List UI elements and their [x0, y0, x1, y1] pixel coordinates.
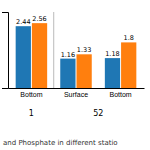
tick: Bottom [109, 88, 131, 98]
station-label: 1 [29, 109, 34, 118]
y-axis [2, 13, 9, 89]
data-label: 1.8 [124, 34, 134, 42]
data-label: 1.33 [77, 46, 91, 54]
bar [121, 42, 136, 88]
tick: Bottom [20, 88, 42, 98]
station-label: 52 [93, 109, 103, 118]
data-label: 2.56 [32, 15, 46, 23]
chart-container: 2.441.161.182.561.331.8BottomSurfaceBott… [0, 0, 150, 150]
chart: 2.441.161.182.561.331.8BottomSurfaceBott… [0, 0, 150, 150]
plot: 2.441.161.182.561.331.8BottomSurfaceBott… [2, 12, 145, 118]
x-axis: Bottom Surface Bottom [9, 88, 145, 98]
tick-label: Surface [64, 91, 88, 98]
subtitle: and Phosphate in different statio [3, 139, 118, 147]
tick-label: Bottom [20, 91, 42, 98]
bar [60, 59, 75, 88]
axis-line [2, 13, 9, 89]
bar [32, 23, 47, 88]
bars [16, 23, 137, 88]
data-label: 2.44 [16, 18, 30, 26]
data-label: 1.16 [61, 51, 75, 59]
data-labels: 2.44 1.16 1.18 2.56 1.33 1.8 [16, 15, 134, 58]
data-label: 1.18 [105, 50, 119, 58]
bar [16, 26, 31, 88]
tick-label: Bottom [109, 91, 131, 98]
bar [76, 54, 91, 88]
station-labels: 1 52 [29, 109, 104, 118]
axis-line [9, 88, 145, 89]
bar [105, 58, 120, 88]
tick: Surface [64, 88, 88, 98]
divider [53, 12, 54, 88]
